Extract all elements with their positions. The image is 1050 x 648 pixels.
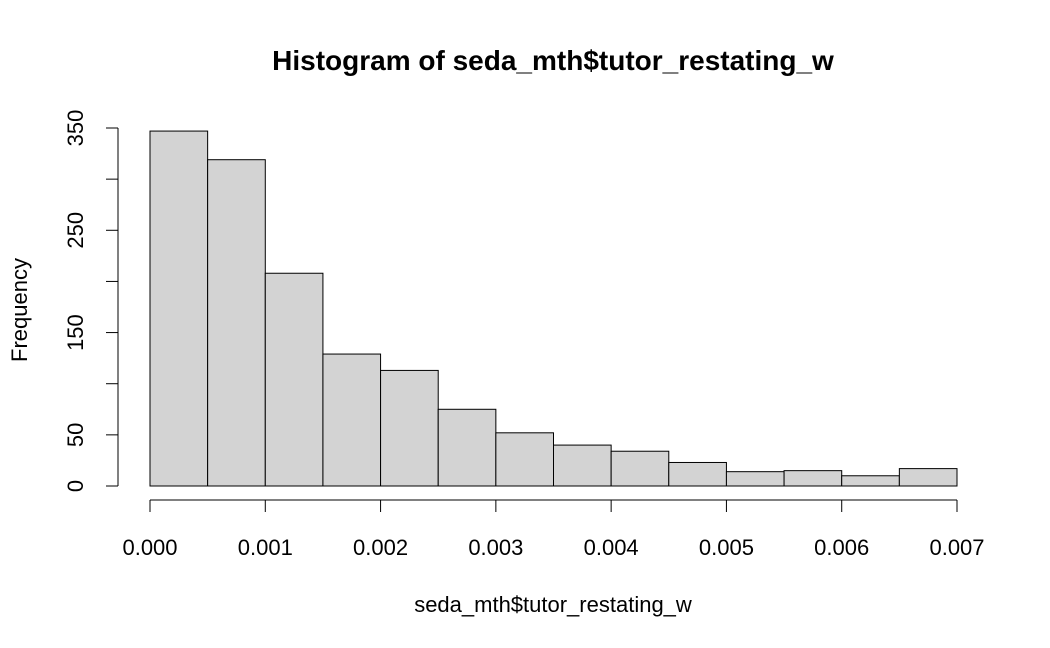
y-tick-label: 350 xyxy=(63,110,88,147)
histogram-bar-0 xyxy=(149,130,209,487)
x-tick-label: 0.005 xyxy=(699,535,754,560)
histogram-bar-7 xyxy=(553,444,612,487)
histogram-bar-2 xyxy=(264,272,324,487)
histogram-bar-9 xyxy=(668,461,727,487)
histogram-bar-12 xyxy=(841,475,900,487)
x-tick-label: 0.002 xyxy=(353,535,408,560)
chart-title: Histogram of seda_mth$tutor_restating_w xyxy=(272,45,834,76)
x-tick-label: 0.006 xyxy=(814,535,869,560)
histogram-bar-13 xyxy=(898,468,958,487)
x-axis: 0.000 0.001 0.002 0.003 0.004 0.005 0.006 0.007 xyxy=(122,499,985,560)
y-tick-label: 0 xyxy=(63,480,88,492)
histogram-bar-1 xyxy=(207,159,266,487)
x-axis-label: seda_mth$tutor_restating_w xyxy=(414,592,692,617)
histogram-bar-3 xyxy=(322,353,382,487)
histogram-bar-11 xyxy=(783,470,843,487)
y-tick-label: 150 xyxy=(63,314,88,351)
x-tick-label: 0.001 xyxy=(238,535,293,560)
y-tick-label: 50 xyxy=(63,423,88,447)
x-tick-label: 0.004 xyxy=(584,535,639,560)
histogram-bar-5 xyxy=(437,408,497,487)
bars-group xyxy=(149,130,958,487)
y-axis-label: Frequency xyxy=(7,258,32,362)
y-tick-label: 250 xyxy=(63,212,88,249)
x-tick-label: 0.000 xyxy=(122,535,177,560)
x-tick-label: 0.007 xyxy=(929,535,984,560)
histogram-bar-10 xyxy=(725,471,785,487)
histogram-bar-6 xyxy=(495,432,555,487)
x-tick-label: 0.003 xyxy=(468,535,523,560)
histogram-bar-4 xyxy=(380,369,439,487)
y-axis: 0 50 150 250 350 xyxy=(63,110,119,492)
histogram-bar-8 xyxy=(610,450,670,487)
